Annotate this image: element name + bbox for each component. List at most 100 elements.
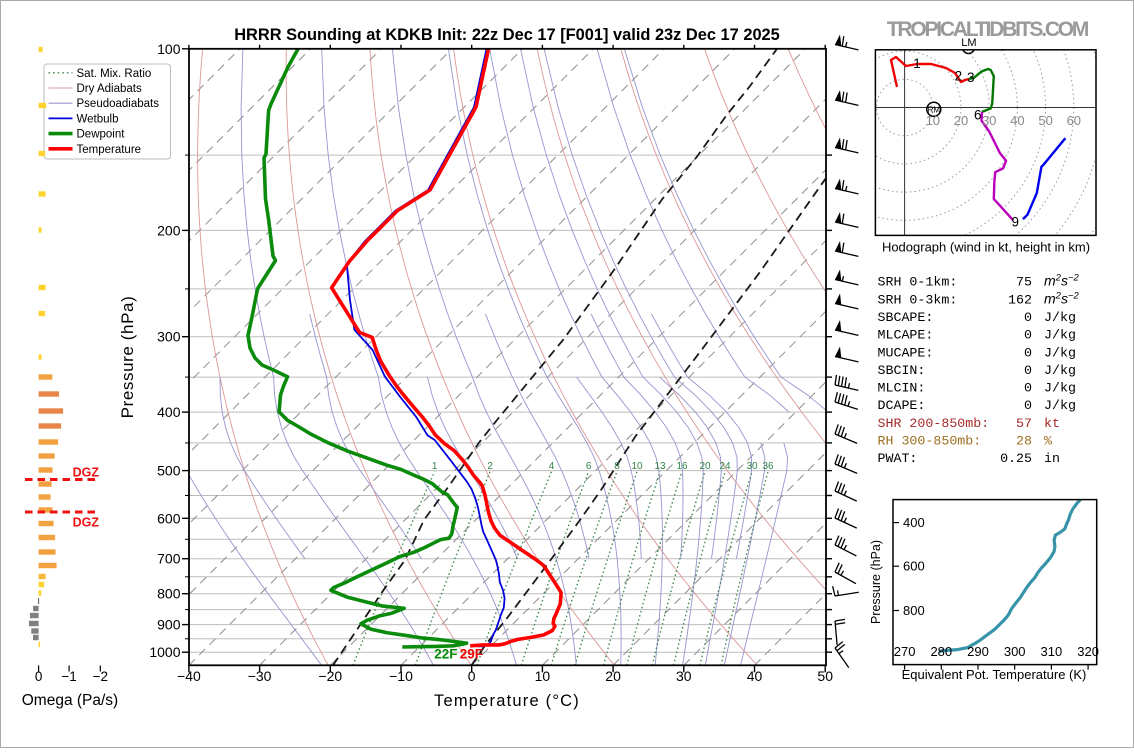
svg-text:−30: −30 — [248, 668, 272, 684]
svg-text:20: 20 — [699, 461, 711, 472]
svg-text:400: 400 — [157, 404, 181, 420]
svg-text:0: 0 — [1024, 381, 1032, 396]
svg-text:9: 9 — [1012, 215, 1020, 230]
svg-text:−2: −2 — [93, 669, 108, 684]
svg-text:24: 24 — [719, 461, 731, 472]
svg-text:10: 10 — [926, 113, 940, 128]
svg-text:310: 310 — [1041, 644, 1063, 659]
svg-text:0: 0 — [1024, 310, 1032, 325]
svg-text:1: 1 — [913, 56, 921, 71]
svg-text:Pressure (hPa): Pressure (hPa) — [869, 540, 883, 624]
svg-text:0: 0 — [35, 669, 43, 684]
svg-text:J/kg: J/kg — [1044, 310, 1076, 325]
svg-text:320: 320 — [1077, 644, 1099, 659]
svg-text:0: 0 — [1024, 398, 1032, 413]
svg-text:Equivalent Pot. Temperature (K: Equivalent Pot. Temperature (K) — [902, 667, 1087, 682]
svg-text:800: 800 — [903, 603, 925, 618]
svg-text:700: 700 — [157, 551, 181, 567]
svg-text:10: 10 — [535, 668, 551, 684]
svg-text:Dewpoint: Dewpoint — [77, 129, 126, 141]
svg-text:%: % — [1044, 434, 1052, 449]
svg-text:Temperature: Temperature — [77, 144, 142, 156]
svg-text:SRH 0-1km:: SRH 0-1km: — [878, 275, 958, 290]
svg-text:800: 800 — [157, 586, 181, 602]
svg-text:Dry Adiabats: Dry Adiabats — [77, 83, 142, 95]
svg-text:36: 36 — [762, 461, 774, 472]
svg-text:40: 40 — [1010, 113, 1024, 128]
svg-text:22F: 22F — [434, 647, 457, 662]
svg-text:−20: −20 — [318, 668, 342, 684]
svg-text:in: in — [1044, 451, 1060, 466]
svg-text:DGZ: DGZ — [73, 516, 100, 530]
svg-text:Pressure (hPa): Pressure (hPa) — [118, 296, 137, 419]
svg-text:SBCAPE:: SBCAPE: — [878, 310, 934, 325]
svg-text:600: 600 — [157, 510, 181, 526]
svg-text:300: 300 — [157, 329, 181, 345]
svg-text:SHR 200-850mb:: SHR 200-850mb: — [878, 416, 990, 431]
svg-text:TROPICALTIDBITS.COM: TROPICALTIDBITS.COM — [887, 18, 1089, 41]
svg-text:J/kg: J/kg — [1044, 363, 1076, 378]
svg-text:J/kg: J/kg — [1044, 345, 1076, 360]
svg-text:16: 16 — [676, 461, 688, 472]
svg-text:270: 270 — [894, 644, 916, 659]
svg-text:29F: 29F — [460, 647, 483, 662]
svg-text:0: 0 — [468, 668, 476, 684]
svg-text:1000: 1000 — [149, 644, 180, 660]
svg-text:13: 13 — [654, 461, 666, 472]
svg-text:MLCIN:: MLCIN: — [878, 381, 926, 396]
svg-text:SBCIN:: SBCIN: — [878, 363, 926, 378]
svg-text:Wetbulb: Wetbulb — [77, 113, 119, 125]
svg-text:280: 280 — [930, 644, 952, 659]
svg-text:600: 600 — [903, 559, 925, 574]
svg-text:RH 300-850mb:: RH 300-850mb: — [878, 434, 982, 449]
svg-text:PWAT:: PWAT: — [878, 451, 918, 466]
svg-text:100: 100 — [157, 41, 181, 57]
svg-text:3: 3 — [967, 70, 975, 85]
svg-text:Pseudoadiabats: Pseudoadiabats — [77, 98, 160, 110]
svg-text:162: 162 — [1008, 292, 1032, 307]
svg-text:0: 0 — [1024, 363, 1032, 378]
svg-text:J/kg: J/kg — [1044, 398, 1076, 413]
svg-text:50: 50 — [1038, 113, 1052, 128]
svg-text:HRRR Sounding at KDKB Init: 22: HRRR Sounding at KDKB Init: 22z Dec 17 [… — [234, 26, 780, 44]
svg-text:SRH 0-3km:: SRH 0-3km: — [878, 292, 958, 307]
svg-text:MUCAPE:: MUCAPE: — [878, 345, 934, 360]
svg-text:8: 8 — [614, 461, 620, 472]
svg-text:−10: −10 — [389, 668, 413, 684]
svg-text:0: 0 — [1024, 328, 1032, 343]
svg-text:2: 2 — [955, 69, 963, 84]
svg-text:0.25: 0.25 — [1000, 451, 1032, 466]
svg-text:Omega (Pa/s): Omega (Pa/s) — [22, 692, 118, 709]
svg-text:57: 57 — [1016, 416, 1032, 431]
svg-text:10: 10 — [631, 461, 643, 472]
svg-text:30: 30 — [676, 668, 692, 684]
svg-text:4: 4 — [549, 461, 555, 472]
svg-text:DCAPE:: DCAPE: — [878, 398, 926, 413]
svg-text:J/kg: J/kg — [1044, 328, 1076, 343]
svg-text:30: 30 — [982, 113, 996, 128]
svg-text:MLCAPE:: MLCAPE: — [878, 328, 934, 343]
svg-text:2: 2 — [487, 461, 493, 472]
svg-text:1: 1 — [432, 461, 438, 472]
svg-text:−40: −40 — [177, 668, 201, 684]
svg-text:Sat. Mix. Ratio: Sat. Mix. Ratio — [77, 68, 152, 80]
svg-text:0: 0 — [1024, 345, 1032, 360]
svg-text:6: 6 — [974, 108, 982, 123]
svg-text:200: 200 — [157, 222, 181, 238]
svg-text:50: 50 — [817, 668, 833, 684]
svg-text:6: 6 — [586, 461, 592, 472]
svg-text:J/kg: J/kg — [1044, 381, 1076, 396]
svg-text:900: 900 — [157, 617, 181, 633]
svg-text:300: 300 — [1004, 644, 1026, 659]
svg-text:20: 20 — [954, 113, 968, 128]
svg-text:60: 60 — [1067, 113, 1081, 128]
svg-text:290: 290 — [967, 644, 989, 659]
svg-text:Hodograph (wind in kt, height: Hodograph (wind in kt, height in km) — [882, 240, 1090, 255]
svg-text:Temperature (°C): Temperature (°C) — [434, 692, 580, 710]
svg-text:−1: −1 — [61, 669, 76, 684]
svg-text:kt: kt — [1044, 416, 1060, 431]
svg-text:75: 75 — [1016, 275, 1032, 290]
svg-text:20: 20 — [605, 668, 621, 684]
svg-text:28: 28 — [1016, 434, 1032, 449]
svg-text:400: 400 — [903, 515, 925, 530]
